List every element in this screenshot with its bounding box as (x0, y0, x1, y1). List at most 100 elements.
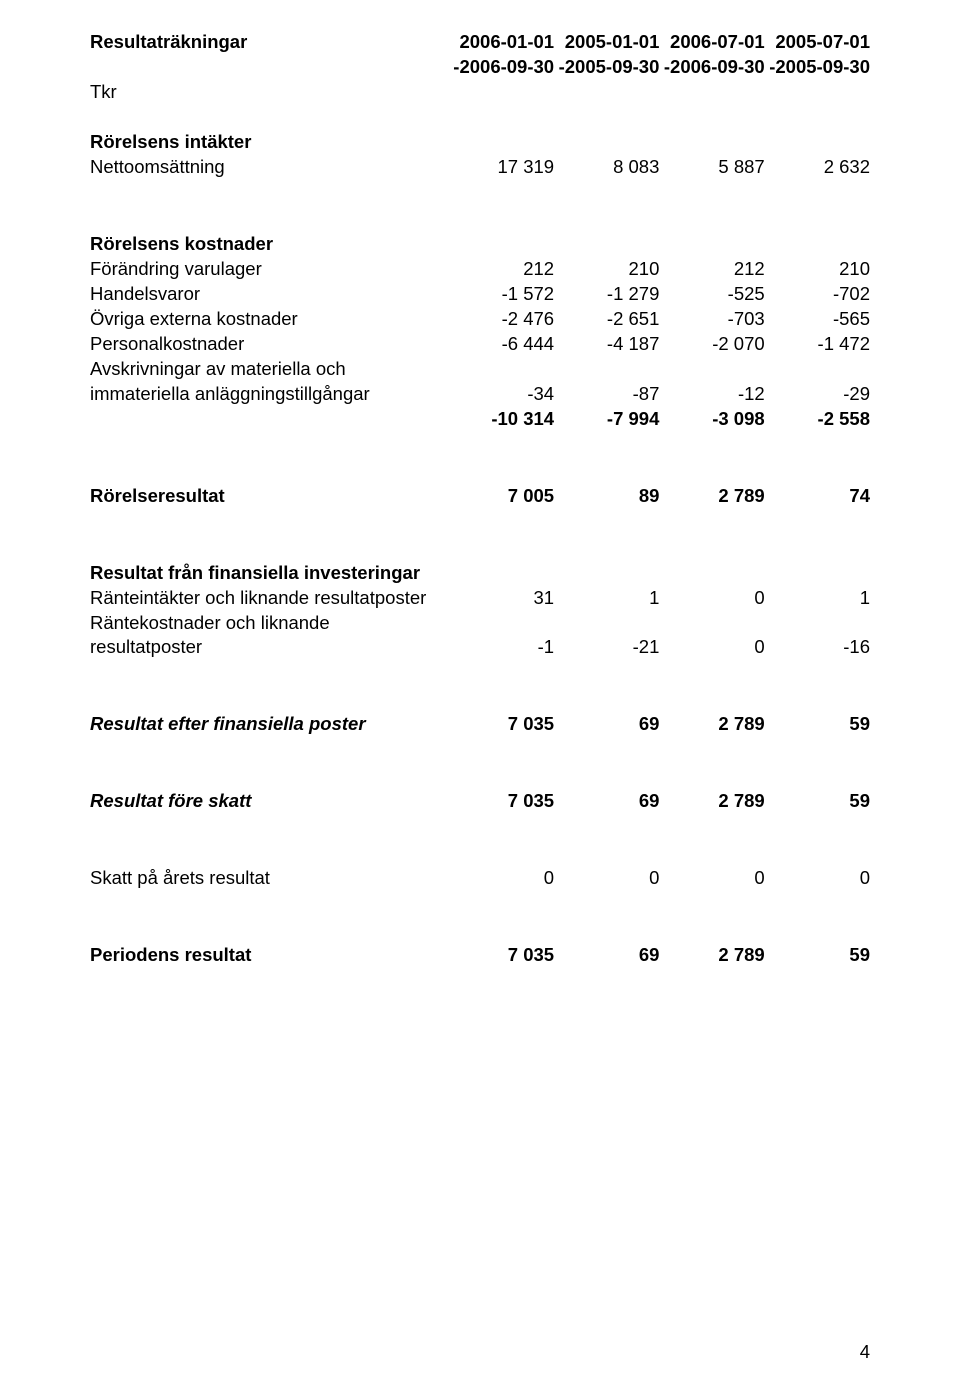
cell-value: -29 (765, 382, 870, 407)
cell-value: 210 (765, 257, 870, 282)
cell-value: -525 (659, 282, 764, 307)
cell-value: 59 (765, 712, 870, 737)
cell-value: 212 (659, 257, 764, 282)
cell-value: 212 (449, 257, 554, 282)
cell-value: 0 (659, 635, 764, 660)
periodens-resultat-row: Periodens resultat 7 035 69 2 789 59 (90, 943, 870, 968)
cell-value: 0 (765, 866, 870, 891)
cell-value: 59 (765, 943, 870, 968)
skatt-row: Skatt på årets resultat 0 0 0 0 (90, 866, 870, 891)
resultat-efter-row: Resultat efter finansiella poster 7 035 … (90, 712, 870, 737)
row-label: Handelsvaror (90, 282, 449, 307)
cell-value: 0 (659, 586, 764, 611)
kostnader-subtotal-row: -10 314 -7 994 -3 098 -2 558 (90, 407, 870, 432)
page-title: Resultaträkningar (90, 30, 449, 55)
cell-value: 7 035 (449, 789, 554, 814)
cell-value: -1 472 (765, 332, 870, 357)
netto-row: Nettoomsättning 17 319 8 083 5 887 2 632 (90, 155, 870, 180)
row-label: Avskrivningar av materiella och (90, 357, 449, 382)
cell-value: -2 558 (765, 407, 870, 432)
cell-value: 2 789 (659, 789, 764, 814)
cell-value: 2 789 (659, 943, 764, 968)
finansiella-heading-row: Resultat från finansiella investeringar (90, 561, 870, 586)
cell-value: 7 035 (449, 712, 554, 737)
cell-value: -6 444 (449, 332, 554, 357)
kostnader-heading-row: Rörelsens kostnader (90, 232, 870, 257)
header-row-to: -2006-09-30 -2005-09-30 -2006-09-30 -200… (90, 55, 870, 80)
cell-value: -10 314 (449, 407, 554, 432)
period-1-from: 2006-01-01 (449, 30, 554, 55)
unit-row: Tkr (90, 80, 870, 105)
rantekostnader-row-2: resultatposter -1 -21 0 -16 (90, 635, 870, 660)
row-label: Personalkostnader (90, 332, 449, 357)
cell-value: -16 (765, 635, 870, 660)
income-statement-table: Resultaträkningar 2006-01-01 2005-01-01 … (90, 30, 870, 968)
cell-value: 1 (554, 586, 659, 611)
cell-value: -34 (449, 382, 554, 407)
rorelseresultat-row: Rörelseresultat 7 005 89 2 789 74 (90, 484, 870, 509)
cell-value: 7 035 (449, 943, 554, 968)
period-4-to: -2005-09-30 (765, 55, 870, 80)
cell-value: -2 070 (659, 332, 764, 357)
cell-value: 0 (554, 866, 659, 891)
cell-value: 74 (765, 484, 870, 509)
intakter-heading-row: Rörelsens intäkter (90, 130, 870, 155)
cell-value: 69 (554, 712, 659, 737)
cell-value: -2 476 (449, 307, 554, 332)
resultat-fore-row: Resultat före skatt 7 035 69 2 789 59 (90, 789, 870, 814)
cell-value: 69 (554, 789, 659, 814)
income-statement-page: Resultaträkningar 2006-01-01 2005-01-01 … (0, 0, 960, 1391)
cell-value: 8 083 (554, 155, 659, 180)
cell-value: -703 (659, 307, 764, 332)
row-label: Resultat efter finansiella poster (90, 712, 449, 737)
row-label: Periodens resultat (90, 943, 449, 968)
row-label: Räntekostnader och liknande (90, 611, 449, 636)
cell-value: 2 789 (659, 484, 764, 509)
cell-value: 7 005 (449, 484, 554, 509)
cell-value: -2 651 (554, 307, 659, 332)
cell-value: -4 187 (554, 332, 659, 357)
row-label: Övriga externa kostnader (90, 307, 449, 332)
cell-value: 69 (554, 943, 659, 968)
finansiella-heading: Resultat från finansiella investeringar (90, 561, 449, 586)
intakter-heading: Rörelsens intäkter (90, 130, 449, 155)
row-label: Skatt på årets resultat (90, 866, 449, 891)
varulager-row: Förändring varulager 212 210 212 210 (90, 257, 870, 282)
cell-value: -1 (449, 635, 554, 660)
netto-label: Nettoomsättning (90, 155, 449, 180)
handelsvaror-row: Handelsvaror -1 572 -1 279 -525 -702 (90, 282, 870, 307)
cell-value: 31 (449, 586, 554, 611)
avskrivningar-row-1: Avskrivningar av materiella och (90, 357, 870, 382)
cell-value: -702 (765, 282, 870, 307)
cell-value: 0 (659, 866, 764, 891)
cell-value: -1 279 (554, 282, 659, 307)
cell-value: 89 (554, 484, 659, 509)
period-2-from: 2005-01-01 (554, 30, 659, 55)
period-3-to: -2006-09-30 (659, 55, 764, 80)
header-row-from: Resultaträkningar 2006-01-01 2005-01-01 … (90, 30, 870, 55)
period-4-from: 2005-07-01 (765, 30, 870, 55)
cell-value: -7 994 (554, 407, 659, 432)
rantekostnader-row-1: Räntekostnader och liknande (90, 611, 870, 636)
cell-value: 2 632 (765, 155, 870, 180)
cell-value: 2 789 (659, 712, 764, 737)
personal-row: Personalkostnader -6 444 -4 187 -2 070 -… (90, 332, 870, 357)
row-label: Resultat före skatt (90, 789, 449, 814)
unit-label: Tkr (90, 80, 449, 105)
cell-value: 5 887 (659, 155, 764, 180)
cell-value: 59 (765, 789, 870, 814)
cell-value: 17 319 (449, 155, 554, 180)
cell-value: -21 (554, 635, 659, 660)
period-2-to: -2005-09-30 (554, 55, 659, 80)
cell-value: -87 (554, 382, 659, 407)
row-label: resultatposter (90, 635, 449, 660)
cell-value: -12 (659, 382, 764, 407)
row-label: immateriella anläggningstillgångar (90, 382, 449, 407)
row-label: Förändring varulager (90, 257, 449, 282)
row-label: Rörelseresultat (90, 484, 449, 509)
cell-value: 210 (554, 257, 659, 282)
cell-value: 0 (449, 866, 554, 891)
cell-value: -1 572 (449, 282, 554, 307)
cell-value: 1 (765, 586, 870, 611)
externa-row: Övriga externa kostnader -2 476 -2 651 -… (90, 307, 870, 332)
